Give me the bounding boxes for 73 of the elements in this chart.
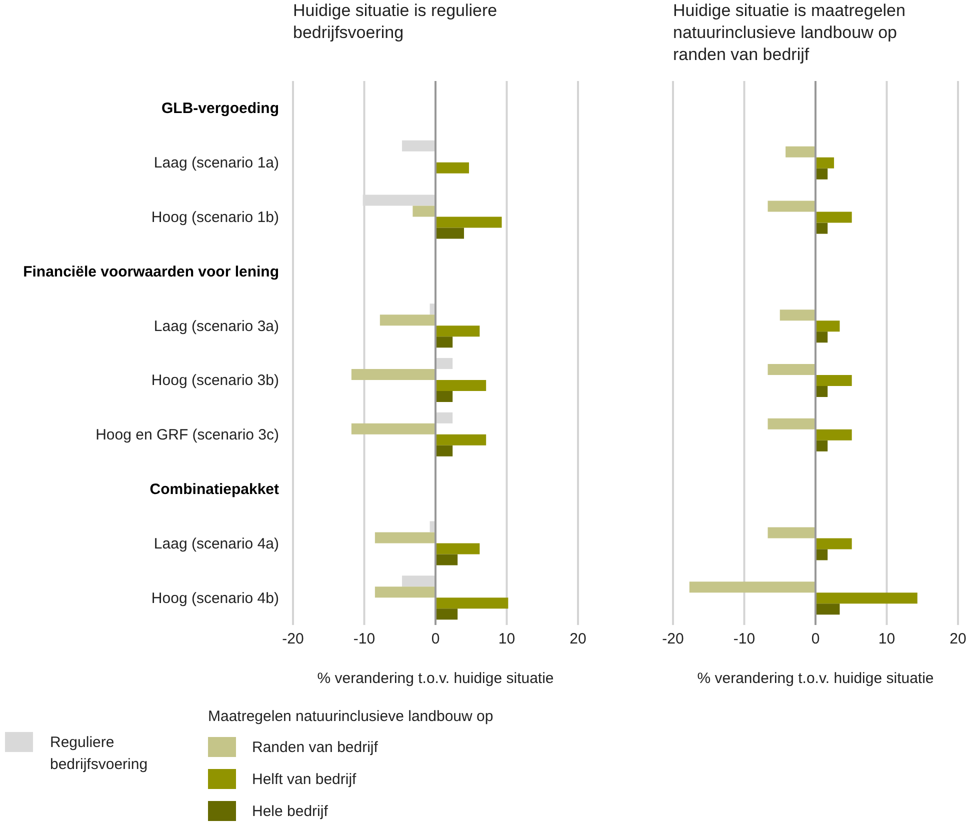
bar <box>689 582 816 593</box>
x-tick-label: 20 <box>950 630 966 648</box>
bar <box>816 222 828 234</box>
x-tick-label: -20 <box>662 630 684 648</box>
y-tick-label: Hoog (scenario 4b) <box>151 590 279 607</box>
bar <box>436 554 458 566</box>
legend-label: Randen van bedrijf <box>252 738 378 756</box>
bar <box>768 364 816 375</box>
x-tick-label: 10 <box>878 630 896 648</box>
bar <box>768 527 816 538</box>
bar <box>816 592 918 604</box>
x-tick-label: -10 <box>733 630 756 648</box>
y-tick-label: Hoog (scenario 1b) <box>151 209 279 226</box>
bar <box>816 320 840 332</box>
y-tick-label: Hoog en GRF (scenario 3c) <box>96 426 280 444</box>
bar <box>768 418 816 430</box>
bar <box>436 228 464 239</box>
bar <box>816 168 828 180</box>
bar <box>412 206 436 217</box>
bar <box>816 212 852 223</box>
x-tick-label: -10 <box>353 630 376 648</box>
x-tick-label: -20 <box>282 630 304 648</box>
bar <box>436 358 453 369</box>
bar <box>816 549 828 560</box>
bar <box>816 429 852 440</box>
bar <box>351 369 436 380</box>
bar <box>402 140 436 152</box>
bar <box>436 434 486 446</box>
y-tick-label: GLB-vergoeding <box>161 100 279 118</box>
legend-title: Maatregelen natuurinclusieve landbouw op <box>208 708 494 725</box>
bar <box>786 146 816 158</box>
y-tick-label: Financiële voorwaarden voor lening <box>23 263 279 280</box>
bar <box>816 375 852 386</box>
bar <box>436 598 508 609</box>
bar <box>436 336 453 348</box>
bar <box>436 326 480 337</box>
y-tick-label: Laag (scenario 3a) <box>154 318 279 335</box>
x-tick-label: 0 <box>811 630 820 648</box>
x-axis-title: % verandering t.o.v. huidige situatie <box>317 670 554 687</box>
bar <box>816 332 828 343</box>
bar <box>816 157 834 168</box>
bar <box>768 200 816 212</box>
y-tick-label: Laag (scenario 1a) <box>154 154 279 172</box>
bar <box>780 310 816 321</box>
bar <box>374 532 436 544</box>
bar <box>436 412 453 424</box>
chart-title: Huidige situatie is reguliere bedrijfsvoering <box>293 0 498 44</box>
x-tick-label: 20 <box>570 630 586 648</box>
bar <box>436 162 469 174</box>
bar <box>816 386 828 397</box>
bar <box>436 543 480 554</box>
bar <box>380 314 436 326</box>
bar <box>436 216 502 228</box>
legend-label: Hele bedrijf <box>252 802 328 820</box>
bar <box>374 586 436 598</box>
chart-title: Huidige situatie is maatregelen natuurinclusieve landbouw op randen van bedrijf <box>673 0 906 66</box>
x-axis-title: % verandering t.o.v. huidige situatie <box>697 670 934 687</box>
legend-label: Helft van bedrijf <box>252 770 356 788</box>
x-tick-label: 0 <box>431 630 440 648</box>
legend-label: Reguliere bedrijfsvoering <box>50 733 149 775</box>
bar <box>816 440 828 452</box>
y-tick-label: Hoog (scenario 3b) <box>151 372 279 390</box>
bar <box>436 380 486 391</box>
bar <box>436 391 453 402</box>
bar <box>351 423 436 434</box>
bar <box>816 604 840 615</box>
bar <box>436 445 453 456</box>
bar <box>402 576 436 587</box>
bar <box>816 538 852 550</box>
x-tick-label: 10 <box>498 630 516 648</box>
bar <box>436 608 458 620</box>
y-tick-label: Laag (scenario 4a) <box>154 535 279 552</box>
y-tick-label: Combinatiepakket <box>150 481 279 498</box>
